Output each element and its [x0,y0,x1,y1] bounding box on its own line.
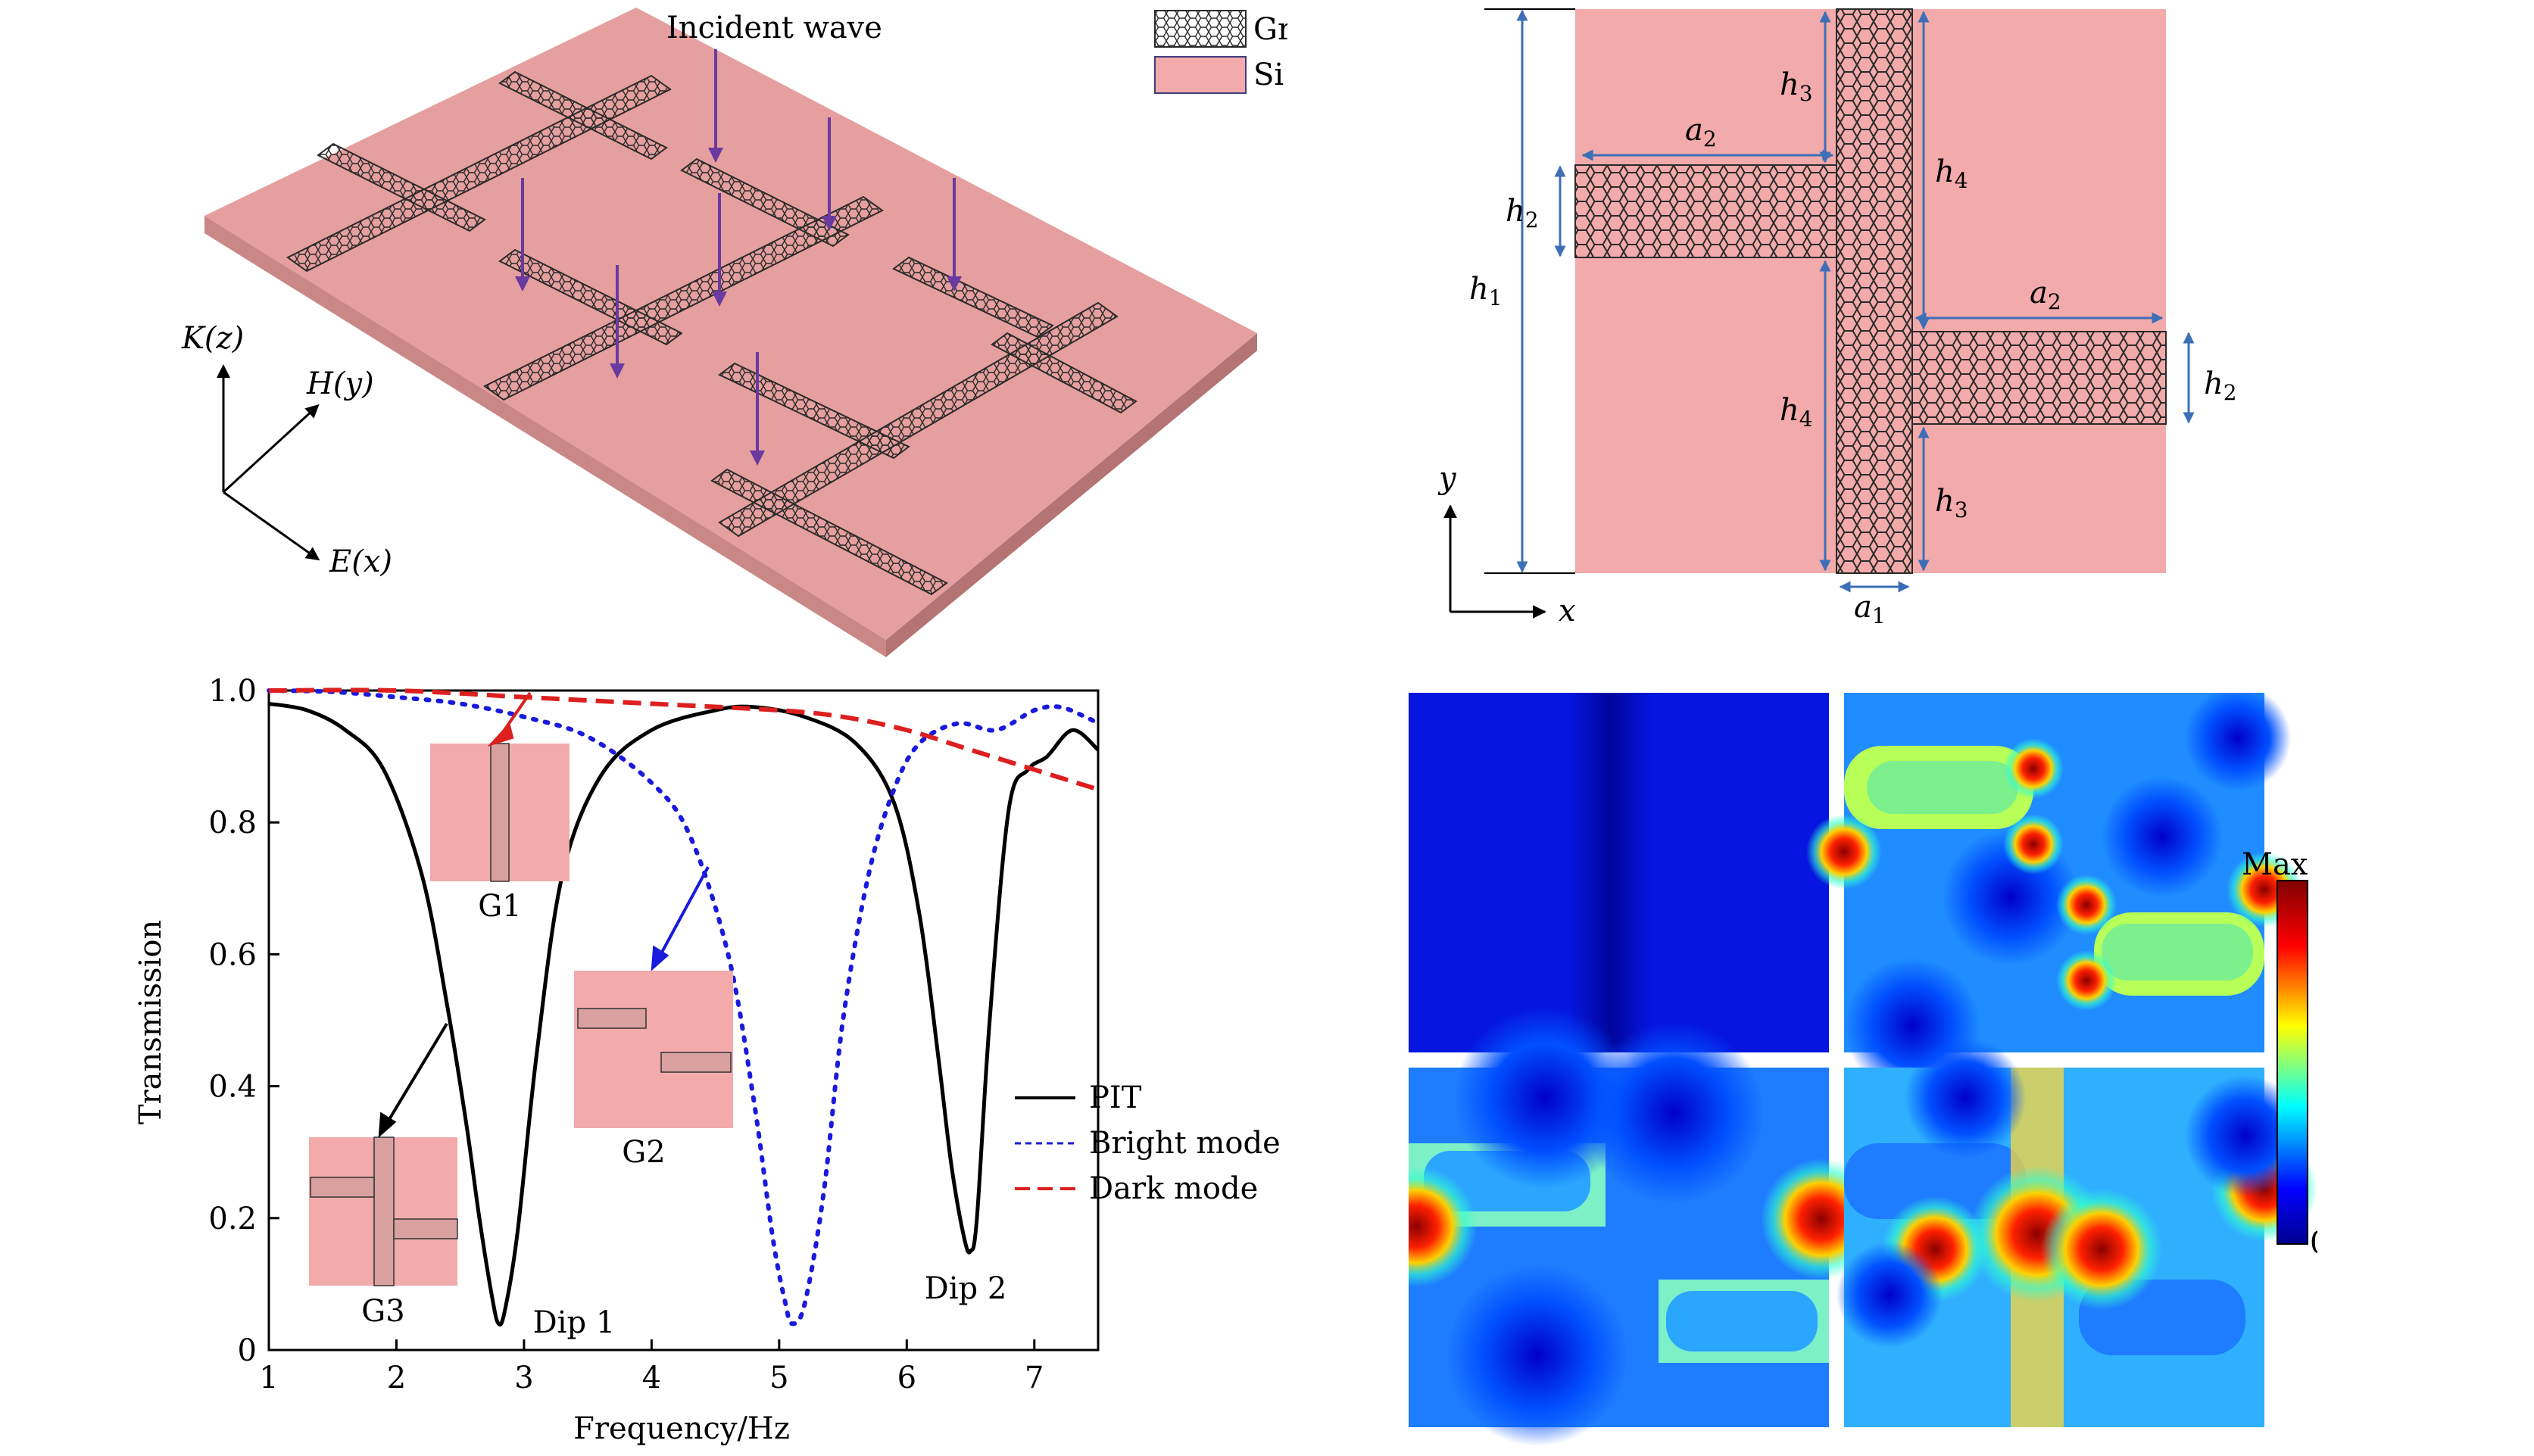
axis-k-label: K(z) [181,321,244,356]
dim-h3-top-label: h3 [1780,67,1813,106]
substrate-side-right [886,333,1257,657]
x-tick-label: 1 [259,1361,278,1395]
unit-cell-svg: h1 a2 h2 h3 h4 h4 a2 h2 h3 a1 x y [1437,8,2237,628]
dimension-lines [1484,8,2195,593]
y-tick-label: 0.8 [208,806,257,840]
dim-h3-bottom-label: h3 [1935,484,1968,522]
incident-arrows [515,49,962,466]
dim-h1-label: h1 [1469,272,1503,310]
series-line-dark-mode [268,687,1099,792]
substrate-top [204,8,1257,640]
figure-b-unit-cell: h1 a2 h2 h3 h4 h4 a2 h2 h3 a1 x y [1424,0,2423,666]
xy-axes [1443,504,1546,619]
colorbar [2277,880,2308,1245]
inset-arrows [378,691,710,1138]
axis-e-label: E(x) [329,544,392,579]
legend-si-swatch [1154,56,1247,94]
legend-dark-label: Dark mode [1089,1171,1258,1206]
dim-h2-right-label: h2 [2204,366,2237,405]
field-map-3 [1356,1007,1882,1446]
field-map-2 [1806,685,2302,1094]
legend-si-label: Si [1253,58,1284,92]
y-tick-label: 0 [238,1333,257,1368]
y-tick-label: 0.4 [208,1070,257,1105]
dip1-label: Dip 1 [533,1305,616,1340]
axis-h-label: H(y) [306,366,374,401]
inset-g3: G3 [309,1136,458,1329]
x-tick-label: 3 [514,1361,533,1395]
dip2-label: Dip 2 [925,1271,1007,1306]
x-tick-label: 5 [769,1361,788,1395]
graphene-right-arm [1911,331,2167,425]
dim-h4-right-label: h4 [1935,154,1968,193]
graphene-crosses [286,70,1137,596]
incident-wave-label: Incident wave [666,11,882,45]
colorbar-max-label: Max [2242,847,2308,882]
dim-h4-left-label: h4 [1780,393,1813,432]
figure-d-field-maps: Max 0 [1356,685,2329,1450]
legend-bright-label: Bright mode [1089,1126,1281,1161]
inset-g1-label: G1 [478,889,521,924]
x-tick-group: 1 2 3 4 5 6 7 [259,1339,1044,1395]
inset-g3-label: G3 [361,1294,404,1329]
y-tick-group: 0 0.2 0.4 0.6 0.8 1.0 [208,674,279,1368]
axis-x-label: x [1559,594,1576,628]
field-maps-svg: Max 0 [1356,685,2329,1446]
x-tick-label: 4 [642,1361,661,1395]
legend-graphene-label: Graphene [1253,12,1287,47]
figure-a-3d-schematic: K(z) H(y) E(x) Incident wave Graphene Si [0,0,1404,666]
colorbar-min-label: 0 [2310,1226,2317,1261]
legend-graphene-swatch [1154,10,1247,48]
transmission-chart-svg: 1 2 3 4 5 6 7 0 0.2 0.4 0.6 0.8 1.0 Frequency/Hz Tr… [133,674,1281,1446]
coordinate-axes [217,364,320,561]
figure-c-transmission-chart: 1 2 3 4 5 6 7 0 0.2 0.4 0.6 0.8 1.0 Frequency/Hz Tr… [0,651,1363,1453]
inset-g2: G2 [574,971,733,1170]
axis-y-label: y [1437,461,1457,496]
substrate-side-front [204,216,886,657]
inset-g1: G1 [430,743,570,924]
graphene-left-arm [1574,164,1837,258]
y-tick-label: 0.6 [208,937,257,972]
y-tick-label: 1.0 [208,674,257,709]
series-line-pit [268,701,1100,1327]
dim-h2-left-label: h2 [1506,194,1539,232]
x-axis-label: Frequency/Hz [573,1411,790,1446]
x-tick-label: 2 [387,1361,406,1395]
y-tick-label: 0.2 [208,1202,257,1236]
x-tick-label: 6 [897,1361,916,1395]
dim-a2-left-label: a2 [1685,113,1717,151]
dim-a2-right-label: a2 [2030,276,2061,314]
dim-a1-label: a1 [1854,590,1886,628]
field-map-1 [1409,693,1829,1052]
series-line-bright-mode [267,688,1100,1327]
x-tick-label: 7 [1025,1361,1044,1395]
series-lines [267,687,1100,1327]
plot-area-frame [267,689,1100,1352]
field-map-4 [1837,1037,2317,1427]
legend-pit-label: PIT [1089,1080,1142,1115]
y-axis-label: Transmission [133,920,168,1124]
inset-g2-label: G2 [622,1135,665,1170]
chart-legend: PIT Bright mode Dark mode [1015,1080,1281,1206]
substrate-3d-svg: K(z) H(y) E(x) Incident wave Graphene Si [181,8,1404,657]
